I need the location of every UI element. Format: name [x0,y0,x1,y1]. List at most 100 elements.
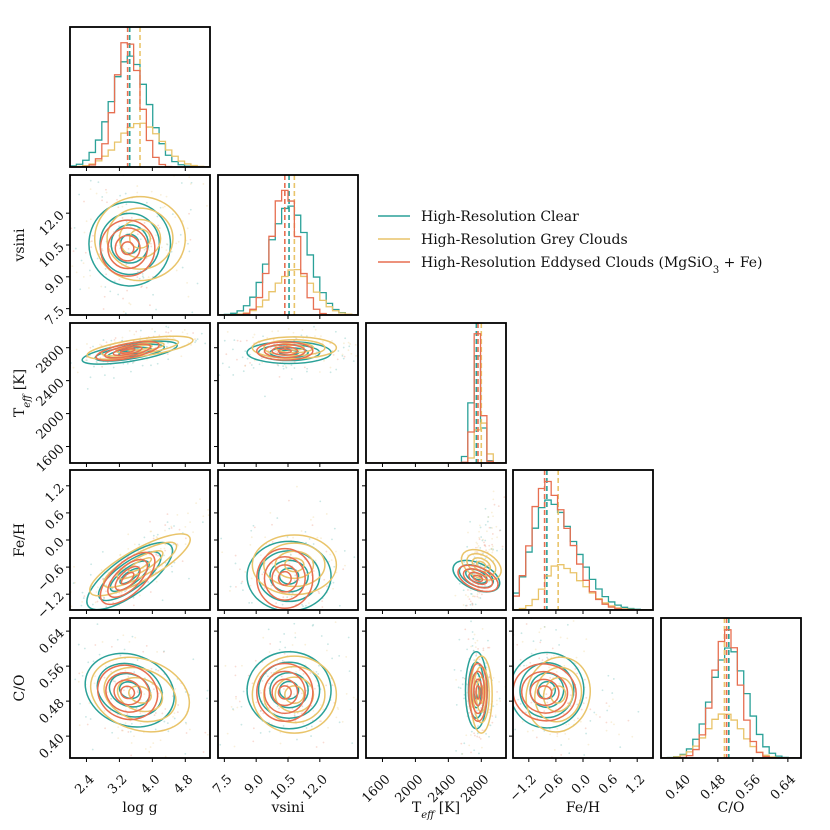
sample-point [77,643,80,646]
sample-point [300,530,303,532]
sample-point [475,652,478,655]
sample-point [161,712,164,715]
contour-feh-vsini-series-2 [256,547,314,609]
sample-point [181,560,184,563]
sample-point [469,589,472,592]
sample-point [455,703,458,706]
sample-point [454,658,456,660]
sample-point [473,659,476,662]
sample-point [631,735,634,738]
sample-point [245,339,248,342]
sample-point [79,702,81,705]
sample-point [156,362,159,365]
sample-point [361,702,363,704]
sample-point [90,246,93,249]
sample-point [491,533,494,535]
sample-point [331,538,333,541]
sample-point [185,722,188,725]
sample-point [164,549,167,552]
sample-point [178,517,180,519]
sample-point [283,652,286,655]
sample-point [277,364,280,367]
sample-point [100,569,103,572]
panel-feh-teff [362,469,507,660]
sample-point [72,366,75,369]
sample-point [312,623,315,626]
sample-point [170,525,173,528]
sample-point [158,334,161,337]
sample-point [492,548,495,551]
sample-point [215,518,217,520]
sample-point [242,690,245,693]
contour-teff-vsini-series-2 [271,346,299,356]
x-tick-label-vsini: 9.0 [242,772,267,797]
sample-point [296,738,298,741]
sample-point [193,338,196,341]
sample-point [560,744,563,746]
sample-point [293,367,296,369]
sample-point [463,633,465,635]
sample-point [468,598,471,600]
sample-point [73,565,75,568]
sample-point [116,638,119,641]
sample-point [488,711,490,714]
sample-point [478,658,481,661]
sample-point [476,735,479,738]
sample-point [93,365,95,368]
sample-point [359,547,361,549]
sample-point [141,603,143,605]
sample-point [190,181,193,184]
sample-point [121,205,124,208]
sample-point [150,667,153,670]
sample-point [558,644,560,646]
sample-point [241,664,243,667]
sample-point [149,304,151,307]
sample-point [152,688,155,691]
sample-point [252,727,255,730]
sample-point [485,627,487,629]
sample-point [314,335,316,338]
sample-point [317,590,320,593]
sample-point [204,731,207,734]
sample-point [457,686,460,689]
sample-point [226,732,229,735]
sample-point [529,661,532,664]
sample-point [112,366,115,369]
sample-point [305,541,307,544]
sample-point [498,529,501,532]
sample-point [478,538,481,541]
hist-feh-series-2 [513,480,653,610]
sample-point [88,287,90,289]
sample-point [72,250,75,253]
sample-point [200,559,202,561]
sample-point [349,343,351,345]
sample-point [312,570,315,572]
sample-point [63,665,65,667]
sample-point [79,288,82,291]
sample-point [503,722,505,724]
sample-point [231,234,233,236]
sample-point [105,273,108,276]
contour-co-logg-series-2 [113,679,142,706]
sample-point [546,653,548,656]
sample-point [470,592,472,595]
sample-point [342,357,345,360]
sample-point [170,527,173,529]
sample-point [155,552,158,555]
sample-point [315,746,318,748]
sample-point [477,648,479,650]
sample-point [486,520,489,523]
sample-point [145,201,148,204]
contour-co-vsini-series-1 [251,655,338,734]
sample-point [341,354,344,357]
sample-point [67,214,69,216]
sample-point [492,490,495,493]
sample-point [475,546,477,549]
panel-logg-logg [69,26,211,171]
sample-point [170,330,173,332]
sample-point [274,350,277,353]
sample-point [135,707,138,710]
sample-point [184,537,187,540]
sample-point [485,549,488,552]
sample-point [96,586,99,589]
